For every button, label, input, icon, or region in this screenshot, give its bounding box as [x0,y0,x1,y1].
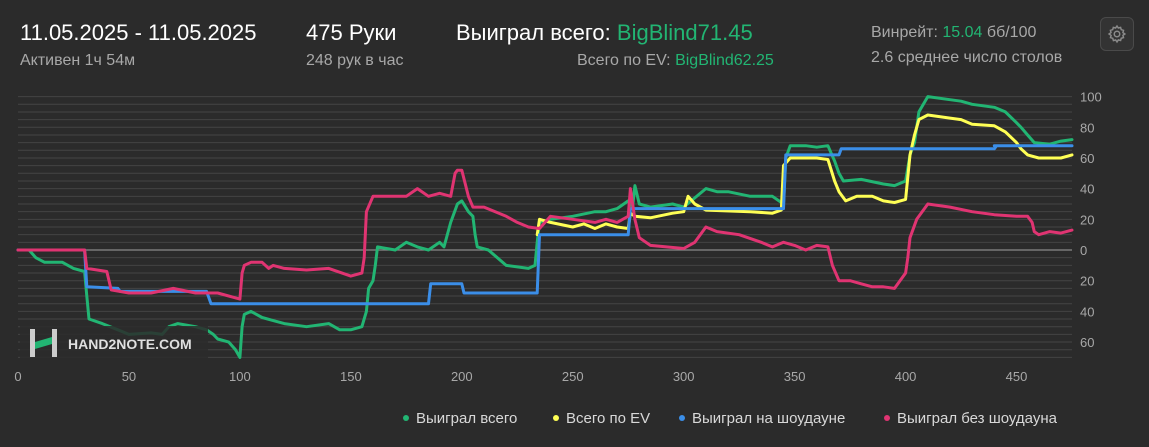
won-total-value: BigBlind71.45 [616,20,753,45]
y-tick-label: 0 [1080,243,1087,258]
y-tick-label: 20 [1080,212,1094,227]
settings-button[interactable] [1100,17,1134,51]
series-line-no-showdown [16,168,1074,301]
series-lines [16,95,1074,359]
avg-tables: 2.6 среднее число столов [871,49,1063,66]
winrate-value: 15.04 [942,24,983,41]
x-tick-label: 300 [673,369,695,384]
winrate-unit: бб/100 [986,24,1037,41]
x-tick-label: 50 [122,369,136,384]
x-tick-label: 350 [784,369,806,384]
y-tick-label: 60 [1080,335,1094,350]
active-time: Активен 1ч 54м [20,52,136,69]
x-tick-label: 400 [895,369,917,384]
ev-total-value: BigBlind62.25 [675,52,774,69]
legend-item-ev[interactable]: Всего по EV [553,410,650,427]
winrate-label: Винрейт: [871,24,938,41]
y-tick-label: 20 [1080,274,1094,289]
legend-dot-icon [553,415,559,422]
y-tick-label: 80 [1080,120,1094,135]
legend-dot-icon [403,415,409,422]
x-tick-label: 100 [229,369,251,384]
x-tick-label: 150 [340,369,362,384]
hand2note-logo: HAND2NOTE.COM [20,326,208,364]
gear-icon [1107,24,1127,44]
hands-count: 475 Руки [306,20,397,45]
y-tick-label: 100 [1080,90,1102,105]
legend-item-showdown[interactable]: Выиграл на шоудауне [679,410,845,427]
y-tick-label: 40 [1080,182,1094,197]
series-line-showdown [16,144,1074,306]
x-tick-label: 200 [451,369,473,384]
legend-label: Выиграл всего [416,410,518,427]
winrate: Винрейт: 15.04 бб/100 [871,24,1036,42]
logo-text: HAND2NOTE.COM [68,336,192,352]
x-tick-label: 250 [562,369,584,384]
ev-total: Всего по EV: BigBlind62.25 [577,52,774,70]
legend-dot-icon [679,415,685,422]
won-total-label: Выиграл всего: [456,20,611,45]
grid [18,96,1072,358]
y-tick-label: 60 [1080,151,1094,166]
x-tick-label: 450 [1006,369,1028,384]
logo-mark-icon [30,329,57,357]
hands-per-hour: 248 рук в час [306,52,404,69]
y-tick-label: 40 [1080,304,1094,319]
date-range: 11.05.2025 - 11.05.2025 [20,20,257,45]
legend-label: Всего по EV [566,410,651,427]
x-tick-label: 0 [14,369,21,384]
won-total: Выиграл всего: BigBlind71.45 [456,20,753,46]
legend-item-no-showdown[interactable]: Выиграл без шоудауна [884,410,1057,427]
legend-label: Выиграл на шоудауне [692,410,846,427]
legend-label: Выиграл без шоудауна [897,410,1057,427]
series-line-ev [535,113,1074,237]
ev-total-label: Всего по EV: [577,52,671,69]
legend-dot-icon [884,415,890,422]
legend-item-won-total[interactable]: Выиграл всего [403,410,517,427]
